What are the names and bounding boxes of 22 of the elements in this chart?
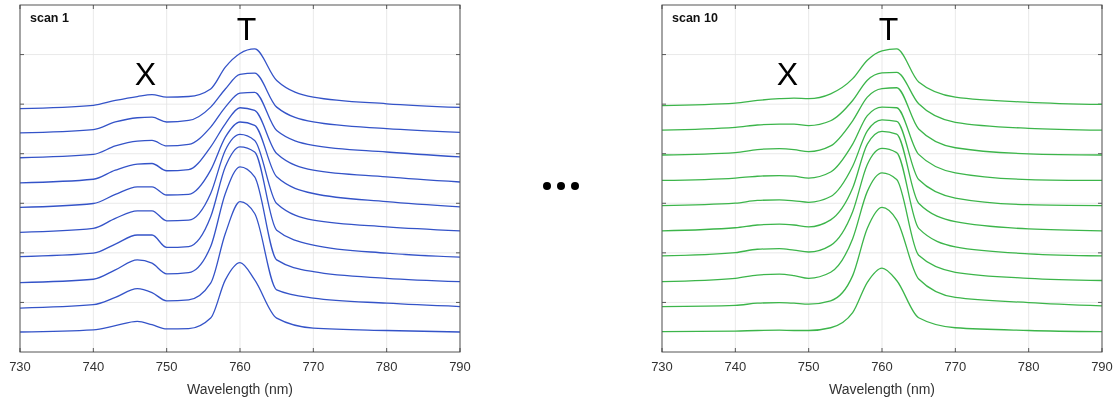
x-tick-label: 760 [871, 359, 893, 374]
x-tick-label: 760 [229, 359, 251, 374]
x-tick-label: 740 [82, 359, 105, 374]
x-tick-label: 780 [375, 359, 398, 374]
x-axis-title: Wavelength (nm) [186, 381, 294, 397]
x-tick-label: 730 [9, 359, 31, 374]
text: T [878, 11, 899, 48]
x-tick-label: 790 [1091, 359, 1113, 374]
x-tick-label: 790 [449, 359, 471, 374]
annotation: X [776, 56, 799, 93]
text: T [236, 11, 257, 48]
annotation: X [134, 56, 157, 93]
chart-title: scan 10 [672, 11, 718, 25]
x-tick-label: 780 [1017, 359, 1040, 374]
x-tick-label: 750 [797, 359, 820, 374]
x-tick-label: 770 [944, 359, 967, 374]
x-tick-label: 770 [302, 359, 325, 374]
chart-title: scan 1 [30, 11, 69, 25]
x-axis-title: Wavelength (nm) [828, 381, 936, 397]
x-tick-label: 750 [155, 359, 178, 374]
x-tick-label: 730 [651, 359, 673, 374]
x-tick-label: 740 [724, 359, 747, 374]
